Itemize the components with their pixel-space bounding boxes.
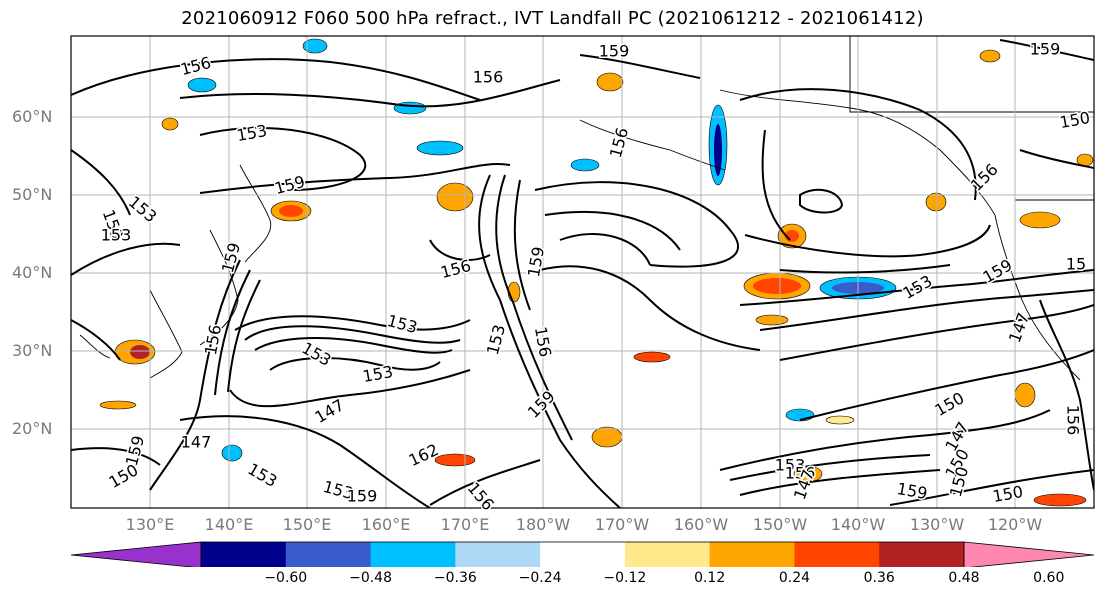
contour-label: 156 (1064, 405, 1083, 436)
colorbar (70, 541, 1095, 567)
contour-label: 156 (785, 464, 816, 483)
colorbar-tick-label: 0.48 (948, 570, 980, 586)
contour-label: 159 (1030, 40, 1061, 59)
longitude-label: 180°W (515, 515, 571, 534)
colorbar-tick-label: 0.24 (778, 570, 811, 586)
colorbar-segment (624, 542, 711, 567)
longitude-label: 160°E (361, 515, 411, 534)
refractivity-contours (71, 39, 1094, 508)
latitude-label: 20°N (12, 419, 53, 438)
colorbar-extend-low (70, 541, 202, 567)
longitude-label: 170°E (440, 515, 490, 534)
longitude-label: 160°W (673, 515, 729, 534)
contour-label: 153 (775, 456, 806, 475)
shaded-anomaly-patches (99, 38, 1094, 507)
latitude-label: 60°N (12, 107, 53, 126)
latitude-label: 50°N (12, 185, 53, 204)
map-title: 2021060912 F060 500 hPa refract., IVT La… (181, 8, 924, 29)
colorbar-segment (455, 542, 541, 567)
longitude-label: 140°E (204, 515, 254, 534)
colorbar-tick-label: 0.12 (694, 570, 726, 586)
colorbar-tick-label: −0.12 (603, 570, 647, 586)
contour-label: 15 (1066, 255, 1086, 274)
gridlines (71, 36, 1094, 508)
colorbar-segment (709, 542, 795, 567)
colorbar-tick-label: 0.60 (1033, 570, 1065, 586)
longitude-label: 130°W (909, 515, 965, 534)
colorbar-segment (879, 542, 965, 567)
latitude-label: 30°N (12, 341, 53, 360)
contour-label: 159 (599, 42, 630, 61)
colorbar-tick-label: −0.60 (264, 570, 308, 586)
colorbar-tick-label: 0.36 (863, 570, 895, 586)
colorbar-segment (794, 542, 880, 567)
longitude-label: 140°W (830, 515, 886, 534)
map-frame (70, 35, 1095, 509)
contour-label: 159 (347, 487, 378, 506)
longitude-label: 170°W (594, 515, 650, 534)
colorbar-segment (540, 542, 626, 567)
longitude-label: 130°E (125, 515, 175, 534)
colorbar-segment (201, 542, 287, 567)
colorbar-segment (370, 542, 456, 567)
colorbar-tick-label: −0.48 (349, 570, 392, 586)
latitude-label: 40°N (12, 263, 53, 282)
colorbar-outline (200, 541, 965, 567)
longitude-label: 150°W (752, 515, 808, 534)
contour-label: 153 (101, 226, 132, 245)
map-plot: 1561591591561531531591561561531591561591… (70, 35, 1095, 516)
colorbar-segment (285, 542, 372, 567)
longitude-label: 120°W (987, 515, 1043, 534)
contour-label: 156 (473, 68, 504, 87)
longitude-label: 150°E (282, 515, 332, 534)
colorbar-tick-label: −0.24 (518, 570, 562, 586)
contour-label: 147 (181, 433, 212, 452)
colorbar-tick-label: −0.36 (433, 570, 477, 586)
colorbar-extend-high (963, 541, 1095, 567)
